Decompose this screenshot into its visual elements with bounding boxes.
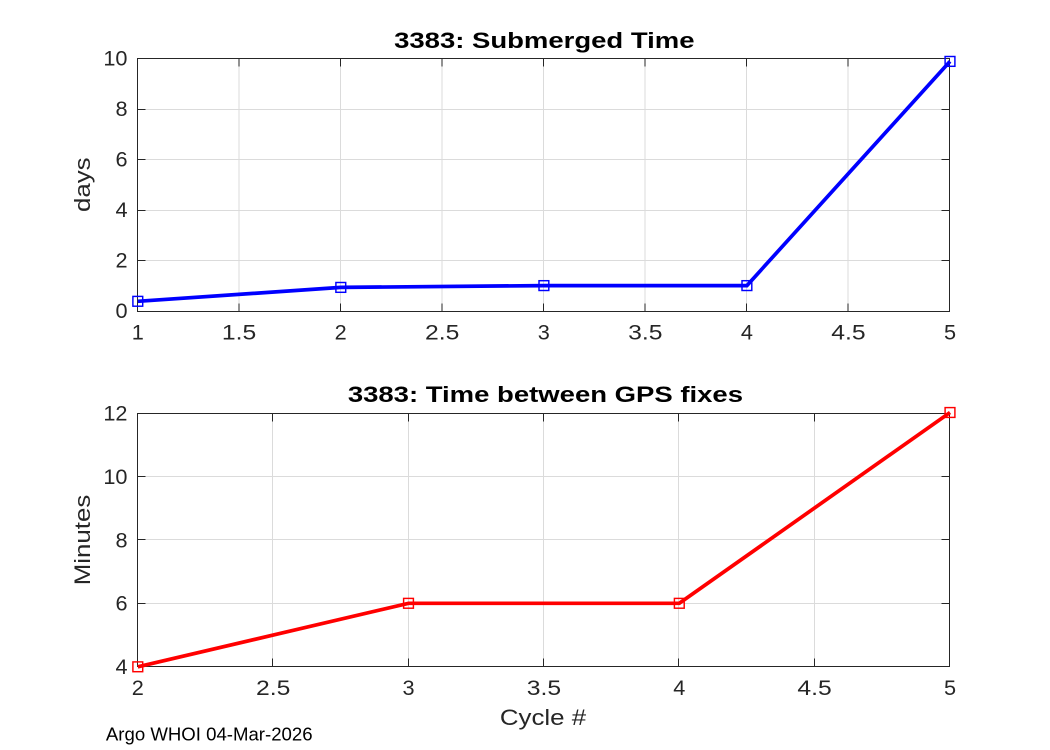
svg-text:4: 4 <box>673 675 685 700</box>
svg-text:3383: Submerged Time: 3383: Submerged Time <box>394 28 694 53</box>
svg-text:8: 8 <box>115 527 127 552</box>
svg-text:5: 5 <box>944 675 956 700</box>
svg-text:4: 4 <box>115 197 127 222</box>
svg-text:2.5: 2.5 <box>425 320 459 344</box>
svg-text:1: 1 <box>132 320 144 345</box>
svg-text:2: 2 <box>132 675 144 700</box>
svg-text:4.5: 4.5 <box>831 320 865 344</box>
svg-text:6: 6 <box>115 147 127 172</box>
svg-text:3383: Time between GPS fixes: 3383: Time between GPS fixes <box>348 383 743 408</box>
svg-text:Minutes: Minutes <box>70 495 95 586</box>
svg-text:12: 12 <box>103 401 127 426</box>
svg-text:2: 2 <box>115 248 127 273</box>
svg-text:0: 0 <box>115 298 127 323</box>
svg-text:4: 4 <box>115 654 127 679</box>
svg-text:2: 2 <box>335 320 347 345</box>
svg-text:Cycle #: Cycle # <box>500 706 587 731</box>
svg-text:2.5: 2.5 <box>256 675 290 699</box>
svg-text:5: 5 <box>944 320 956 345</box>
svg-text:3.5: 3.5 <box>527 675 561 699</box>
svg-text:10: 10 <box>103 464 127 489</box>
svg-text:3.5: 3.5 <box>628 320 662 344</box>
svg-text:days: days <box>70 157 95 212</box>
svg-text:3: 3 <box>538 320 550 345</box>
svg-text:Argo WHOI 04-Mar-2026: Argo WHOI 04-Mar-2026 <box>106 724 313 745</box>
svg-text:1.5: 1.5 <box>222 320 256 344</box>
svg-text:3: 3 <box>402 675 414 700</box>
svg-text:6: 6 <box>115 591 127 616</box>
svg-text:4: 4 <box>741 320 753 345</box>
svg-text:10: 10 <box>103 46 127 71</box>
svg-text:4.5: 4.5 <box>797 675 831 699</box>
svg-text:8: 8 <box>115 96 127 121</box>
